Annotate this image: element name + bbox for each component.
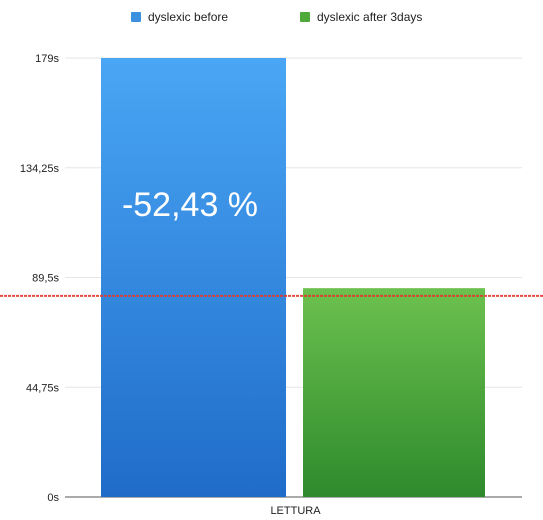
annotation-label: -52,43 %: [122, 186, 258, 224]
y-tick-label: 44,75s: [26, 382, 60, 394]
x-tick-label: LETTURA: [270, 505, 321, 517]
y-tick-label: 89,5s: [32, 273, 59, 285]
legend-swatch-before: [131, 12, 141, 22]
legend-swatch-after: [300, 12, 310, 22]
legend-label-after: dyslexic after 3days: [317, 10, 423, 24]
y-tick-label: 0s: [47, 492, 59, 504]
legend-item-before[interactable]: dyslexic before: [131, 10, 228, 24]
bar-after: [303, 288, 485, 497]
bar-before: [101, 58, 286, 497]
y-tick-label: 134,25s: [20, 163, 60, 175]
overlay: -52,43 %: [0, 186, 543, 297]
y-axis: 0s 44,75s 89,5s 134,25s 179s: [20, 53, 60, 504]
legend: dyslexic before dyslexic after 3days: [0, 10, 543, 30]
y-tick-label: 179s: [35, 53, 59, 65]
legend-label-before: dyslexic before: [148, 10, 229, 24]
legend-item-after[interactable]: dyslexic after 3days: [300, 10, 422, 24]
x-axis: LETTURA: [270, 505, 321, 517]
bars: [101, 58, 485, 497]
